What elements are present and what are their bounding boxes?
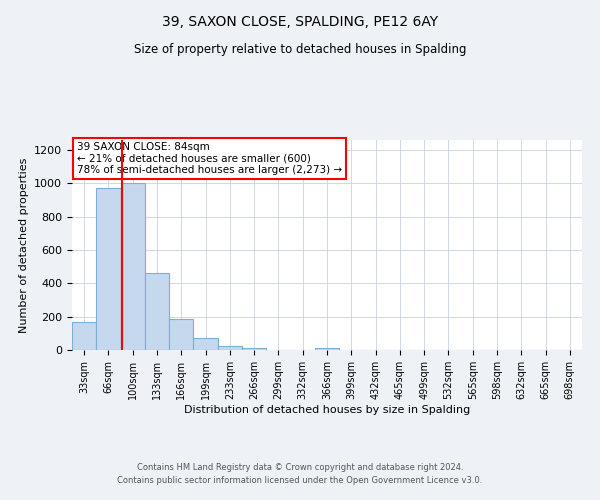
- Bar: [193, 338, 218, 350]
- Y-axis label: Number of detached properties: Number of detached properties: [19, 158, 29, 332]
- Bar: [121, 184, 145, 350]
- Bar: [242, 348, 266, 350]
- Bar: [218, 346, 242, 350]
- Bar: [72, 322, 96, 350]
- Text: Contains public sector information licensed under the Open Government Licence v3: Contains public sector information licen…: [118, 476, 482, 485]
- Bar: [145, 272, 169, 350]
- X-axis label: Distribution of detached houses by size in Spalding: Distribution of detached houses by size …: [184, 404, 470, 414]
- Bar: [315, 348, 339, 350]
- Text: Contains HM Land Registry data © Crown copyright and database right 2024.: Contains HM Land Registry data © Crown c…: [137, 464, 463, 472]
- Text: Size of property relative to detached houses in Spalding: Size of property relative to detached ho…: [134, 42, 466, 56]
- Text: 39 SAXON CLOSE: 84sqm
← 21% of detached houses are smaller (600)
78% of semi-det: 39 SAXON CLOSE: 84sqm ← 21% of detached …: [77, 142, 342, 176]
- Bar: [96, 188, 121, 350]
- Bar: [169, 319, 193, 350]
- Text: 39, SAXON CLOSE, SPALDING, PE12 6AY: 39, SAXON CLOSE, SPALDING, PE12 6AY: [162, 15, 438, 29]
